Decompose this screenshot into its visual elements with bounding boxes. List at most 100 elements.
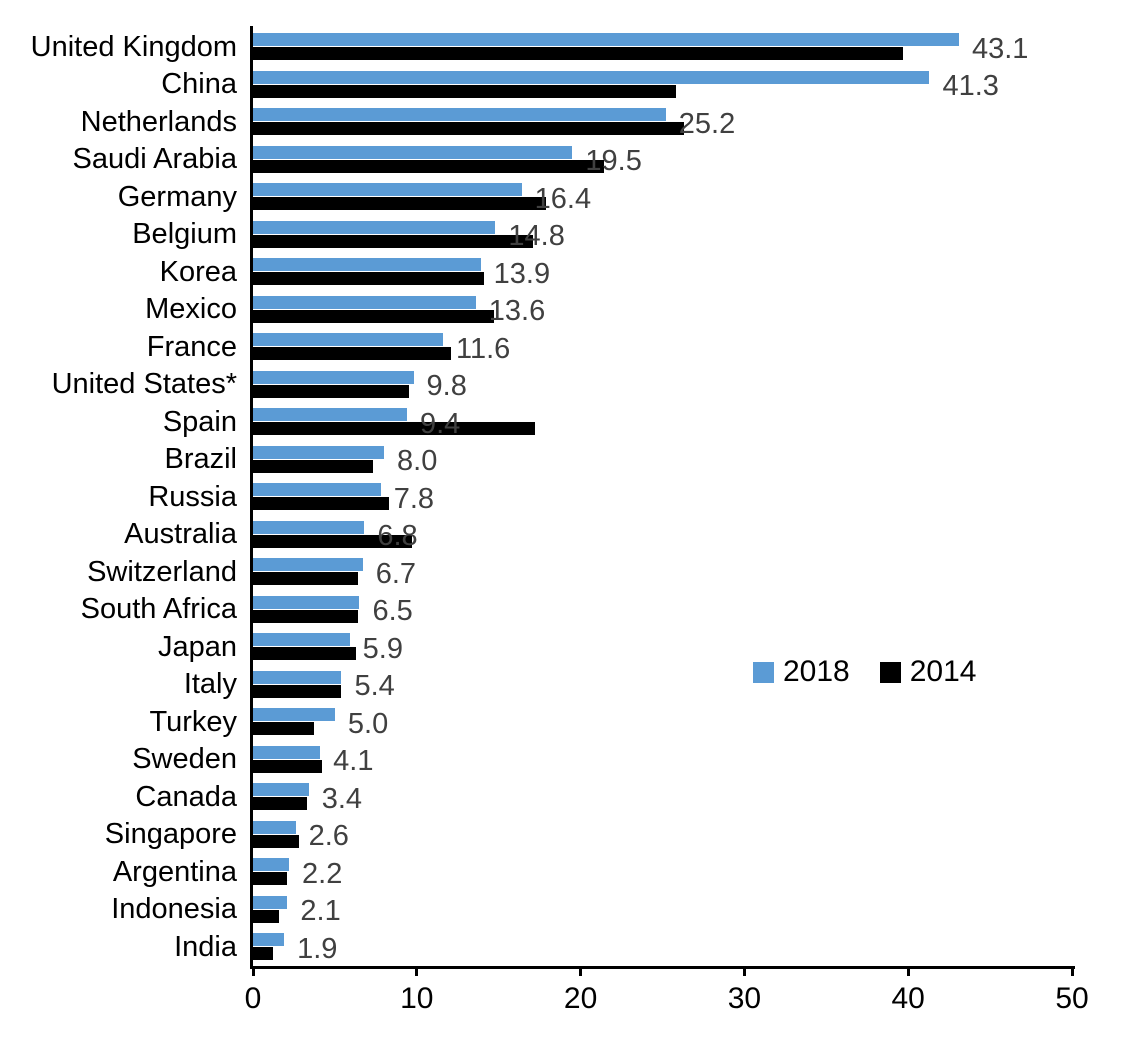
category-label-spain: Spain [162,405,237,438]
x-tick-20 [579,966,583,976]
bar-2018-mexico [253,295,476,309]
bar-2018-canada [253,783,309,796]
bar-2014-korea [253,272,484,285]
category-label-russia: Russia [148,480,237,513]
value-label-brazil: 8.0 [397,445,438,478]
category-label-singapore: Singapore [104,818,237,851]
bar-2014-saudi-arabia [253,159,604,173]
value-label-indonesia: 2.1 [300,895,341,928]
value-label-switzerland: 6.7 [375,557,417,590]
bar-2014-italy [253,684,342,698]
value-label-france: 11.6 [456,332,511,365]
category-label-italy: Italy [183,668,237,701]
category-label-united-kingdom: United Kingdom [30,30,237,63]
value-label-russia: 7.8 [393,482,435,515]
bar-2018-spain [253,408,407,421]
value-label-spain: 9.4 [419,407,461,440]
x-tick-label-30: 30 [727,982,762,1015]
bar-2018-brazil [253,445,385,459]
bar-2014-united-states [253,384,409,398]
bar-2018-france [253,333,443,346]
bar-2018-germany [253,183,522,196]
category-label-india: India [174,930,237,963]
category-label-saudi-arabia: Saudi Arabia [72,143,237,176]
bar-2014-china [253,84,676,98]
category-label-turkey: Turkey [149,705,237,738]
value-label-south-africa: 6.5 [372,595,413,628]
bar-2014-united-kingdom [253,47,904,60]
legend-swatch-2014 [879,661,901,683]
bar-2014-indonesia [253,909,280,923]
legend-item-2014: 2014 [879,655,977,689]
value-label-china: 41.3 [942,70,999,103]
value-label-mexico: 13.6 [488,295,546,328]
bar-2014-brazil [253,459,373,473]
bar-2018-south-africa [253,595,360,609]
legend-label-2014: 2014 [909,655,977,688]
x-tick-label-20: 20 [563,982,598,1015]
value-label-sweden: 4.1 [333,745,374,778]
category-label-korea: Korea [159,255,237,288]
bar-2014-turkey [253,722,314,735]
category-label-netherlands: Netherlands [80,105,237,138]
x-tick-50 [1070,966,1074,976]
value-label-turkey: 5.0 [347,707,389,740]
category-label-south-africa: South Africa [80,593,237,626]
value-label-netherlands: 25.2 [678,107,736,140]
category-label-mexico: Mexico [145,293,237,326]
bar-2018-netherlands [253,108,666,121]
bar-2018-italy [253,670,342,684]
category-label-japan: Japan [157,630,237,663]
legend-item-2018: 2018 [753,655,850,689]
bar-2014-switzerland [253,572,358,585]
x-tick-0 [251,966,255,976]
value-label-japan: 5.9 [362,632,403,665]
bar-2018-singapore [253,820,296,834]
bar-2018-korea [253,258,481,271]
value-label-singapore: 2.6 [308,820,349,853]
x-tick-label-0: 0 [244,982,262,1015]
category-label-brazil: Brazil [164,443,237,476]
value-label-united-kingdom: 43.1 [971,32,1029,65]
bar-2014-belgium [253,234,534,248]
category-label-switzerland: Switzerland [87,555,237,588]
bar-2014-south-africa [253,609,358,623]
category-label-indonesia: Indonesia [111,893,237,926]
bar-2018-japan [253,633,350,646]
bar-2014-netherlands [253,122,684,135]
bar-2018-united-kingdom [253,33,959,46]
bar-2018-sweden [253,745,321,759]
x-tick-label-50: 50 [1055,982,1089,1015]
category-label-belgium: Belgium [132,218,237,251]
category-label-china: China [161,68,237,101]
bar-2018-australia [253,520,365,534]
bar-2018-turkey [253,708,335,721]
x-tick-40 [906,966,910,976]
bar-2014-mexico [253,309,494,323]
value-label-india: 1.9 [297,932,338,965]
x-tick-label-10: 10 [400,982,434,1015]
bar-2018-switzerland [253,558,363,571]
bar-2018-saudi-arabia [253,145,573,159]
bar-2018-indonesia [253,895,288,909]
value-label-italy: 5.4 [354,670,395,703]
legend-label-2018: 2018 [783,655,850,688]
value-label-united-states: 9.8 [426,370,467,403]
bar-2014-sweden [253,759,322,773]
value-label-germany: 16.4 [534,182,592,215]
y-axis-line [250,26,253,969]
bar-2018-argentina [253,858,290,871]
category-label-france: France [146,330,237,363]
category-label-germany: Germany [117,180,237,213]
value-label-belgium: 14.8 [508,220,565,253]
bar-2014-germany [253,197,547,210]
category-label-sweden: Sweden [132,743,237,776]
x-tick-label-40: 40 [891,982,925,1015]
value-label-canada: 3.4 [321,782,363,815]
bar-2014-india [253,947,273,960]
value-label-australia: 6.8 [377,520,418,553]
value-label-argentina: 2.2 [302,857,343,890]
bar-2014-argentina [253,872,288,885]
bar-2018-china [253,70,930,84]
bar-2014-australia [253,534,412,548]
